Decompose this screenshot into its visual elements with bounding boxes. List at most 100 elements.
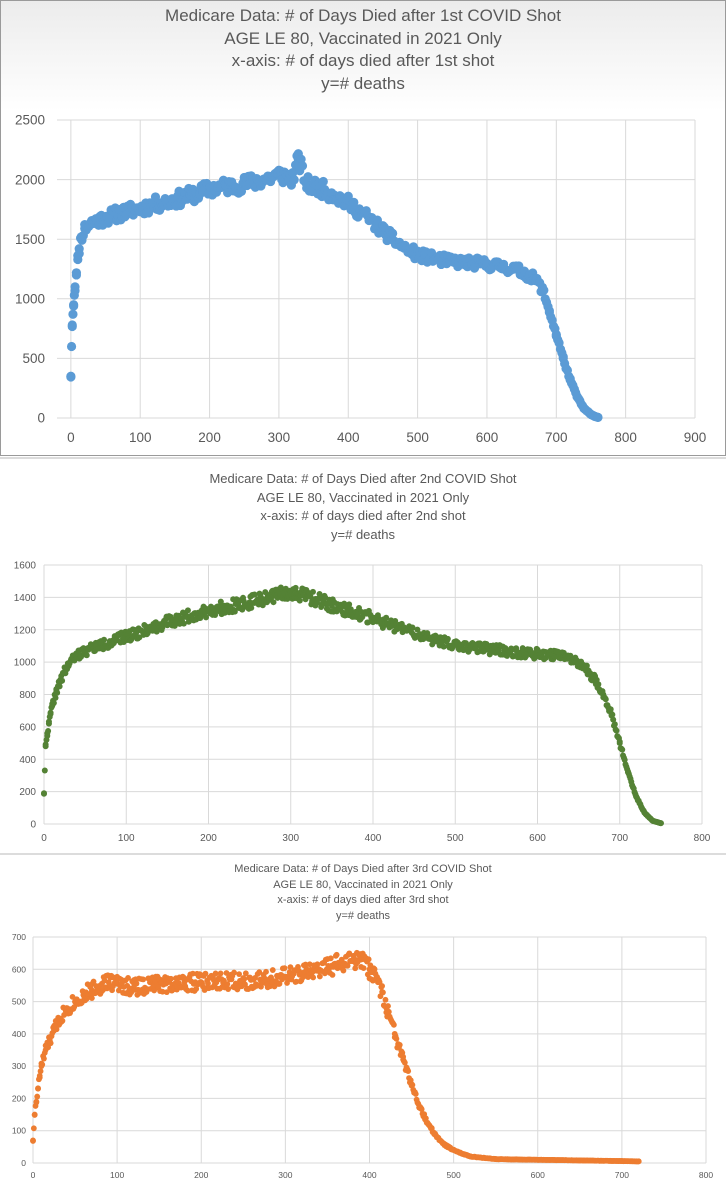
x-tick-label: 600 bbox=[476, 430, 499, 445]
x-tick-label: 400 bbox=[365, 833, 382, 844]
data-point bbox=[71, 268, 82, 278]
data-point bbox=[242, 981, 248, 988]
data-point bbox=[281, 965, 288, 972]
data-point bbox=[36, 1074, 43, 1081]
y-tick-label: 1400 bbox=[14, 593, 37, 604]
data-point bbox=[607, 706, 614, 713]
chart-panel-1st-shot: Medicare Data: # of Days Died after 1st … bbox=[0, 0, 726, 456]
data-point bbox=[159, 988, 166, 995]
chart-xaxis-note: x-axis: # of days died after 2nd shot bbox=[260, 508, 466, 523]
data-point bbox=[251, 591, 258, 598]
data-point bbox=[400, 1053, 407, 1060]
chart-yaxis-note: y=# deaths bbox=[321, 73, 405, 93]
data-point bbox=[39, 1061, 46, 1068]
chart-title-line: Medicare Data: # of Days Died after 1st … bbox=[165, 6, 561, 25]
chart-title-2: Medicare Data: # of Days Died after 2nd … bbox=[0, 470, 726, 544]
x-tick-label: 800 bbox=[699, 1170, 713, 1180]
data-point bbox=[316, 973, 323, 980]
data-point bbox=[30, 1125, 37, 1132]
data-point bbox=[414, 626, 421, 633]
chart-panel-2nd-shot: Medicare Data: # of Days Died after 2nd … bbox=[0, 457, 726, 855]
data-point bbox=[45, 727, 52, 734]
x-tick-label: 300 bbox=[268, 430, 291, 445]
x-tick-label: 200 bbox=[194, 1170, 208, 1180]
x-tick-label: 700 bbox=[611, 833, 628, 844]
x-tick-label: 500 bbox=[447, 833, 464, 844]
y-tick-label: 600 bbox=[19, 722, 36, 733]
data-point bbox=[382, 235, 392, 246]
data-point bbox=[31, 1112, 38, 1118]
data-point bbox=[365, 956, 372, 963]
data-point bbox=[390, 1021, 397, 1028]
data-point bbox=[346, 950, 353, 957]
data-point bbox=[69, 301, 79, 311]
data-point bbox=[444, 635, 451, 642]
x-tick-label: 0 bbox=[67, 430, 75, 445]
data-point bbox=[409, 624, 416, 631]
data-point bbox=[263, 968, 269, 975]
data-point bbox=[583, 662, 590, 669]
data-point bbox=[383, 614, 390, 621]
data-point bbox=[41, 767, 48, 774]
data-point bbox=[50, 699, 57, 706]
data-point bbox=[47, 709, 54, 716]
data-point bbox=[296, 597, 303, 604]
chart-subtitle-line: AGE LE 80, Vaccinated in 2021 Only bbox=[256, 489, 470, 505]
data-point bbox=[412, 1091, 419, 1097]
data-point bbox=[236, 971, 243, 978]
data-point bbox=[150, 192, 161, 202]
data-point bbox=[133, 630, 140, 637]
data-point bbox=[599, 688, 606, 695]
data-point bbox=[396, 1042, 403, 1048]
data-point bbox=[88, 995, 95, 1002]
data-point bbox=[241, 976, 248, 983]
data-point bbox=[388, 228, 398, 239]
data-point bbox=[310, 974, 317, 981]
data-point bbox=[309, 588, 316, 595]
chart-xaxis-note: x-axis: # of days died after 3rd shot bbox=[277, 894, 449, 906]
chart-subtitle-line: AGE LE 80, Vaccinated in 2021 Only bbox=[273, 878, 453, 891]
data-point bbox=[30, 1138, 36, 1144]
y-tick-label: 600 bbox=[12, 964, 26, 974]
data-point bbox=[346, 601, 353, 608]
data-point bbox=[316, 590, 323, 597]
data-point bbox=[56, 683, 63, 690]
data-point bbox=[292, 584, 299, 591]
data-point bbox=[360, 965, 367, 972]
chart-title-1: Medicare Data: # of Days Died after 1st … bbox=[1, 5, 725, 95]
data-point bbox=[401, 1059, 408, 1066]
data-point bbox=[41, 1055, 47, 1062]
data-point bbox=[54, 689, 61, 696]
data-point bbox=[382, 996, 389, 1003]
chart-title-line: Medicare Data: # of Days Died after 3rd … bbox=[234, 863, 492, 875]
data-point bbox=[613, 727, 620, 734]
data-point bbox=[409, 1082, 416, 1088]
data-point bbox=[231, 608, 238, 615]
data-point bbox=[140, 976, 147, 983]
x-tick-label: 900 bbox=[684, 430, 707, 445]
data-point bbox=[180, 620, 187, 627]
data-point bbox=[101, 636, 108, 643]
data-point bbox=[49, 1030, 56, 1036]
x-tick-label: 300 bbox=[278, 1170, 292, 1180]
data-point bbox=[67, 321, 77, 332]
data-point bbox=[47, 1040, 54, 1047]
y-tick-label: 2500 bbox=[15, 113, 45, 128]
data-point bbox=[231, 969, 237, 976]
data-point bbox=[42, 741, 49, 748]
x-tick-label: 700 bbox=[615, 1170, 629, 1180]
y-tick-label: 400 bbox=[12, 1029, 26, 1039]
data-point bbox=[125, 975, 131, 981]
y-tick-label: 800 bbox=[19, 690, 36, 701]
x-tick-label: 100 bbox=[129, 430, 152, 445]
y-tick-label: 2000 bbox=[15, 172, 45, 187]
data-point bbox=[602, 696, 609, 703]
data-point bbox=[385, 1003, 391, 1009]
data-point bbox=[349, 197, 359, 208]
data-point bbox=[189, 970, 196, 977]
x-tick-label: 800 bbox=[614, 430, 637, 445]
data-point bbox=[202, 970, 209, 977]
data-point bbox=[41, 1049, 48, 1056]
data-point bbox=[184, 987, 191, 994]
data-point bbox=[74, 249, 84, 259]
